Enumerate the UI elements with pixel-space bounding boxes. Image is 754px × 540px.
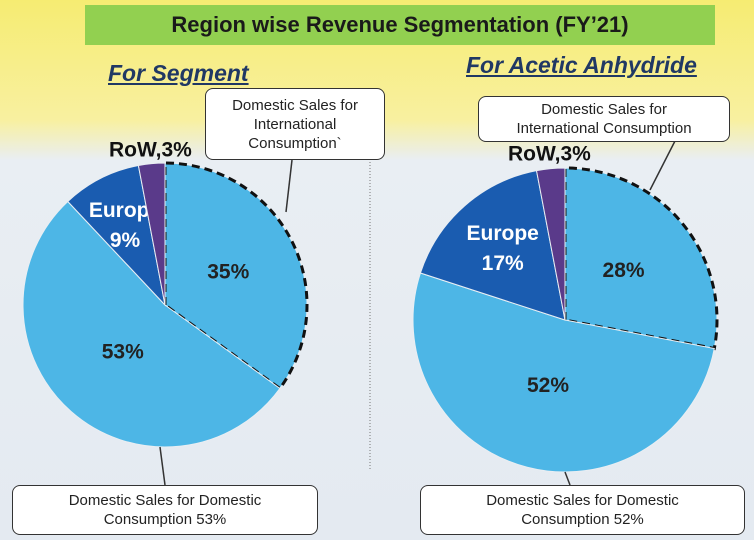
pie-slice (535, 167, 566, 321)
callout: Domestic Sales for International Consump… (205, 88, 385, 160)
value-label: 28% (603, 259, 645, 282)
slide-title: Region wise Revenue Segmentation (FY’21) (85, 5, 715, 45)
category-label: Europe (467, 222, 539, 245)
callout-text: Domestic Sales for International Consump… (516, 101, 692, 137)
callout-text: Domestic Sales for Domestic Consumption … (486, 492, 679, 528)
pie-slice (67, 164, 166, 307)
callout-line (649, 140, 676, 191)
chart-title: For Segment (108, 60, 249, 86)
pie-slice (164, 162, 308, 390)
value-label: 35% (207, 260, 249, 283)
callout-line (564, 471, 571, 486)
callout: Domestic Sales for International Consump… (478, 96, 730, 142)
value-label: 9% (110, 229, 141, 252)
value-label: RoW,3% (508, 143, 591, 166)
value-label: 53% (102, 340, 144, 363)
value-label: 17% (482, 252, 524, 275)
value-label: RoW,3% (109, 138, 192, 161)
category-label: Europe (89, 199, 161, 222)
chart-title: For Acetic Anhydride (466, 52, 697, 78)
callout-text: Domestic Sales for Domestic Consumption … (68, 492, 262, 528)
callout: Domestic Sales for Domestic Consumption … (12, 485, 318, 535)
pie-slice (419, 170, 566, 321)
callout: Domestic Sales for Domestic Consumption … (420, 485, 745, 535)
callout-line (285, 159, 293, 213)
pie-slice (137, 162, 166, 306)
callout-text: Domestic Sales for International Consump… (232, 96, 358, 152)
pies: 35% 53% Europe 9% RoW,3% 28% 52% Europe 17% RoW,3… (22, 138, 719, 473)
value-label: 52% (527, 374, 569, 397)
callout-line (159, 446, 166, 486)
highlight-border (563, 166, 719, 351)
pie-slice (22, 200, 281, 448)
pie-slice (412, 272, 715, 473)
